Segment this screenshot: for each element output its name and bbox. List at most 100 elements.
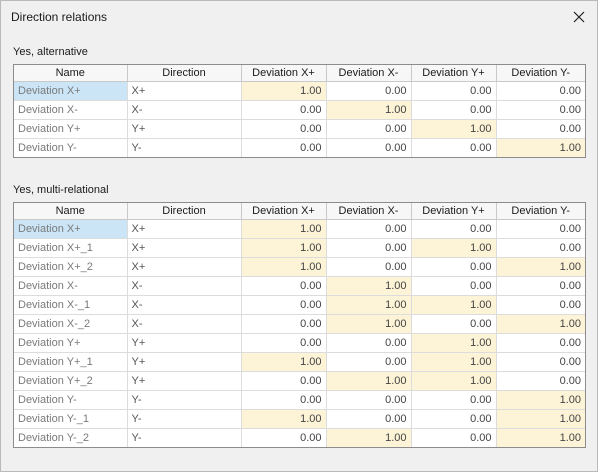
close-button[interactable] bbox=[565, 4, 593, 30]
value-cell[interactable]: 1.00 bbox=[411, 295, 497, 315]
value-cell[interactable]: 1.00 bbox=[411, 371, 497, 391]
direction-cell[interactable]: X+ bbox=[127, 257, 242, 277]
value-cell[interactable]: 0.00 bbox=[411, 257, 497, 277]
name-cell[interactable]: Deviation X+_1 bbox=[14, 238, 128, 258]
column-header[interactable]: Name bbox=[14, 65, 128, 82]
direction-cell[interactable]: Y- bbox=[127, 138, 242, 157]
value-cell[interactable]: 1.00 bbox=[411, 119, 497, 139]
value-cell[interactable]: 0.00 bbox=[411, 81, 497, 101]
value-cell[interactable]: 1.00 bbox=[241, 219, 327, 239]
direction-cell[interactable]: X- bbox=[127, 314, 242, 334]
value-cell[interactable]: 1.00 bbox=[411, 238, 497, 258]
value-cell[interactable]: 0.00 bbox=[496, 352, 585, 372]
column-header[interactable]: Name bbox=[14, 203, 128, 220]
table-row[interactable]: Deviation Y-_2 Y- 0.00 1.00 0.00 1.00 bbox=[14, 428, 585, 447]
value-cell[interactable]: 0.00 bbox=[496, 333, 585, 353]
table-row[interactable]: Deviation Y- Y- 0.00 0.00 0.00 1.00 bbox=[14, 138, 585, 157]
value-cell[interactable]: 1.00 bbox=[496, 428, 585, 447]
value-cell[interactable]: 1.00 bbox=[241, 352, 327, 372]
value-cell[interactable]: 0.00 bbox=[241, 371, 327, 391]
column-header[interactable]: Deviation X+ bbox=[241, 65, 327, 82]
table-row[interactable]: Deviation X- X- 0.00 1.00 0.00 0.00 bbox=[14, 276, 585, 296]
table-row[interactable]: Deviation X-_2 X- 0.00 1.00 0.00 1.00 bbox=[14, 314, 585, 334]
column-header[interactable]: Deviation X+ bbox=[241, 203, 327, 220]
direction-cell[interactable]: Y+ bbox=[127, 352, 242, 372]
direction-cell[interactable]: X+ bbox=[127, 81, 242, 101]
value-cell[interactable]: 1.00 bbox=[326, 314, 412, 334]
value-cell[interactable]: 0.00 bbox=[241, 138, 327, 157]
value-cell[interactable]: 1.00 bbox=[326, 276, 412, 296]
name-cell[interactable]: Deviation X- bbox=[14, 100, 128, 120]
table-row[interactable]: Deviation Y+ Y+ 0.00 0.00 1.00 0.00 bbox=[14, 333, 585, 353]
value-cell[interactable]: 0.00 bbox=[411, 409, 497, 429]
value-cell[interactable]: 1.00 bbox=[496, 314, 585, 334]
value-cell[interactable]: 1.00 bbox=[496, 409, 585, 429]
table-row[interactable]: Deviation X+_1 X+ 1.00 0.00 1.00 0.00 bbox=[14, 238, 585, 258]
direction-cell[interactable]: Y+ bbox=[127, 119, 242, 139]
value-cell[interactable]: 0.00 bbox=[326, 390, 412, 410]
name-cell[interactable]: Deviation X+ bbox=[14, 219, 128, 239]
value-cell[interactable]: 0.00 bbox=[496, 100, 585, 120]
value-cell[interactable]: 0.00 bbox=[241, 314, 327, 334]
table-row[interactable]: Deviation X+ X+ 1.00 0.00 0.00 0.00 bbox=[14, 81, 585, 101]
value-cell[interactable]: 0.00 bbox=[496, 295, 585, 315]
table-row[interactable]: Deviation X- X- 0.00 1.00 0.00 0.00 bbox=[14, 100, 585, 120]
table-row[interactable]: Deviation Y+_2 Y+ 0.00 1.00 1.00 0.00 bbox=[14, 371, 585, 391]
value-cell[interactable]: 0.00 bbox=[241, 428, 327, 447]
name-cell[interactable]: Deviation Y- bbox=[14, 138, 128, 157]
name-cell[interactable]: Deviation X+_2 bbox=[14, 257, 128, 277]
direction-cell[interactable]: Y+ bbox=[127, 333, 242, 353]
name-cell[interactable]: Deviation X+ bbox=[14, 81, 128, 101]
value-cell[interactable]: 0.00 bbox=[411, 219, 497, 239]
value-cell[interactable]: 0.00 bbox=[326, 409, 412, 429]
value-cell[interactable]: 1.00 bbox=[496, 257, 585, 277]
value-cell[interactable]: 0.00 bbox=[326, 238, 412, 258]
value-cell[interactable]: 1.00 bbox=[241, 257, 327, 277]
value-cell[interactable]: 0.00 bbox=[496, 276, 585, 296]
column-header[interactable]: Direction bbox=[127, 65, 242, 82]
column-header[interactable]: Deviation X- bbox=[326, 65, 412, 82]
column-header[interactable]: Deviation Y- bbox=[496, 65, 585, 82]
column-header[interactable]: Deviation X- bbox=[326, 203, 412, 220]
name-cell[interactable]: Deviation Y-_1 bbox=[14, 409, 128, 429]
direction-cell[interactable]: Y- bbox=[127, 409, 242, 429]
value-cell[interactable]: 1.00 bbox=[241, 409, 327, 429]
value-cell[interactable]: 0.00 bbox=[496, 81, 585, 101]
name-cell[interactable]: Deviation Y+_2 bbox=[14, 371, 128, 391]
value-cell[interactable]: 1.00 bbox=[326, 428, 412, 447]
direction-cell[interactable]: Y- bbox=[127, 428, 242, 447]
value-cell[interactable]: 0.00 bbox=[326, 352, 412, 372]
table-row[interactable]: Deviation Y+ Y+ 0.00 0.00 1.00 0.00 bbox=[14, 119, 585, 139]
value-cell[interactable]: 0.00 bbox=[326, 138, 412, 157]
value-cell[interactable]: 0.00 bbox=[241, 295, 327, 315]
value-cell[interactable]: 1.00 bbox=[496, 390, 585, 410]
value-cell[interactable]: 1.00 bbox=[326, 371, 412, 391]
value-cell[interactable]: 0.00 bbox=[241, 276, 327, 296]
value-cell[interactable]: 0.00 bbox=[496, 238, 585, 258]
direction-cell[interactable]: X+ bbox=[127, 219, 242, 239]
value-cell[interactable]: 1.00 bbox=[411, 352, 497, 372]
value-cell[interactable]: 0.00 bbox=[411, 100, 497, 120]
value-cell[interactable]: 0.00 bbox=[411, 314, 497, 334]
value-cell[interactable]: 0.00 bbox=[496, 219, 585, 239]
direction-cell[interactable]: X- bbox=[127, 100, 242, 120]
column-header[interactable]: Deviation Y+ bbox=[411, 203, 497, 220]
value-cell[interactable]: 1.00 bbox=[241, 238, 327, 258]
value-cell[interactable]: 1.00 bbox=[411, 333, 497, 353]
name-cell[interactable]: Deviation X-_2 bbox=[14, 314, 128, 334]
name-cell[interactable]: Deviation Y-_2 bbox=[14, 428, 128, 447]
name-cell[interactable]: Deviation Y+ bbox=[14, 119, 128, 139]
value-cell[interactable]: 0.00 bbox=[496, 119, 585, 139]
column-header[interactable]: Direction bbox=[127, 203, 242, 220]
value-cell[interactable]: 1.00 bbox=[496, 138, 585, 157]
name-cell[interactable]: Deviation Y+_1 bbox=[14, 352, 128, 372]
value-cell[interactable]: 1.00 bbox=[241, 81, 327, 101]
value-cell[interactable]: 0.00 bbox=[241, 100, 327, 120]
value-cell[interactable]: 1.00 bbox=[326, 100, 412, 120]
direction-cell[interactable]: X- bbox=[127, 276, 242, 296]
direction-cell[interactable]: X- bbox=[127, 295, 242, 315]
value-cell[interactable]: 0.00 bbox=[411, 428, 497, 447]
direction-cell[interactable]: X+ bbox=[127, 238, 242, 258]
column-header[interactable]: Deviation Y+ bbox=[411, 65, 497, 82]
value-cell[interactable]: 0.00 bbox=[326, 81, 412, 101]
